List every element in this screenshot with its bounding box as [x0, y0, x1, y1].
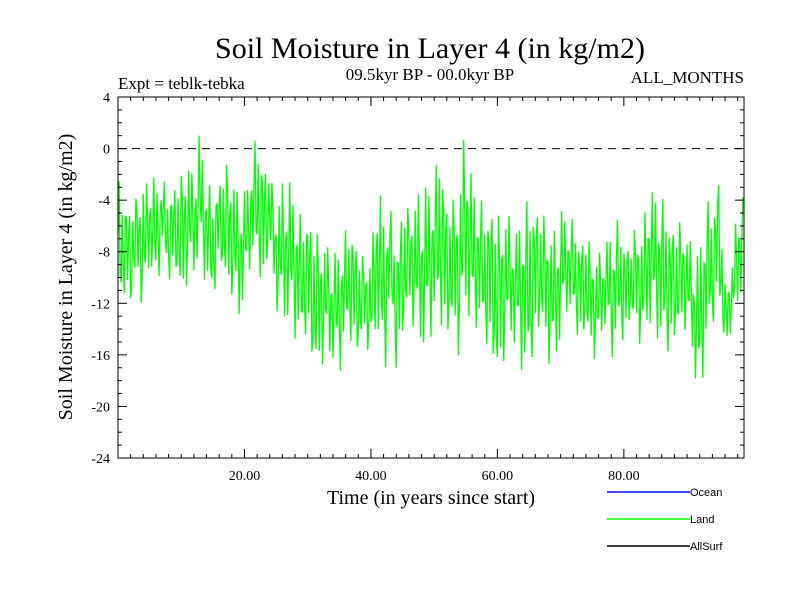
legend-label-land: Land — [690, 514, 714, 526]
series-line-land — [118, 135, 744, 379]
x-tick-label: 20.00 — [229, 469, 261, 484]
legend-label-ocean: Ocean — [690, 487, 722, 499]
legend-label-allsurf: AllSurf — [690, 541, 723, 553]
chart-subtitle: 09.5kyr BP - 00.0kyr BP — [346, 65, 514, 84]
y-axis: 4 0 -4 -8 -12 -16 -20 -24 — [91, 91, 744, 467]
x-tick-label: 80.00 — [608, 469, 640, 484]
x-tick-label: 40.00 — [355, 469, 387, 484]
y-tick-label: -12 — [91, 297, 110, 312]
chart-title: Soil Moisture in Layer 4 (in kg/m2) — [215, 32, 645, 65]
x-tick-label: 60.00 — [482, 469, 514, 484]
legend: Ocean Land AllSurf — [607, 487, 723, 553]
y-tick-label: 4 — [103, 91, 110, 106]
y-axis-label: Soil Moisture in Layer 4 (in kg/m2) — [55, 134, 77, 421]
y-tick-label: -24 — [91, 452, 110, 467]
plot-clip-group — [118, 135, 744, 379]
months-label: ALL_MONTHS — [631, 68, 744, 87]
experiment-label: Expt = teblk-tebka — [118, 74, 245, 93]
x-axis-label: Time (in years since start) — [327, 487, 535, 509]
x-axis: 20.00 40.00 60.00 80.00 — [130, 97, 739, 484]
y-tick-label: -8 — [98, 246, 110, 261]
series-layer — [118, 135, 744, 379]
y-tick-label: -20 — [91, 400, 110, 415]
y-tick-label: -16 — [91, 349, 110, 364]
y-tick-label: 0 — [103, 143, 110, 158]
y-tick-label: -4 — [98, 194, 110, 209]
